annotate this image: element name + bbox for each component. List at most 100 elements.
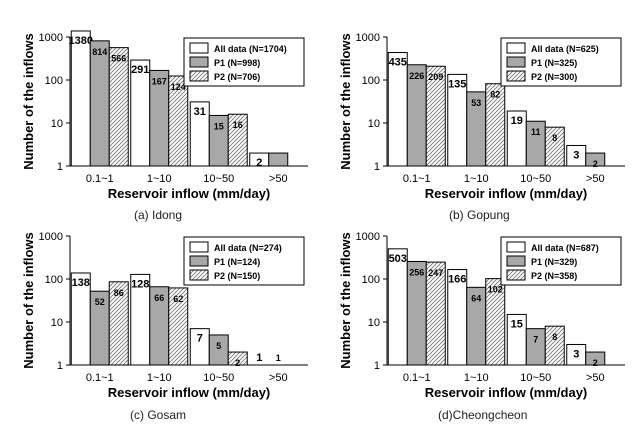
x-tick-label: 10~50 [203, 173, 234, 185]
data-label: 138 [72, 277, 90, 289]
y-tick-label: 1 [374, 161, 380, 173]
legend-label: P2 (N=300) [531, 72, 577, 82]
data-label: 247 [428, 268, 443, 278]
data-label: 31 [194, 106, 206, 118]
bar [425, 261, 446, 366]
legend-label: All data (N=625) [531, 44, 599, 54]
legend-swatch [506, 70, 526, 82]
legend-label: P1 (N=998) [214, 58, 260, 68]
y-tick-label: 10 [368, 118, 380, 130]
data-label: 8 [552, 332, 557, 342]
x-tick-label: 10~50 [203, 372, 234, 384]
legend-swatch [506, 56, 526, 68]
legend-swatch [189, 42, 209, 54]
data-label: 7 [533, 335, 538, 345]
caption-c: (c) Gosam [130, 408, 187, 422]
y-tick-label: 1 [374, 360, 380, 372]
data-label: 52 [95, 297, 105, 307]
bar [268, 152, 289, 167]
bar [485, 278, 506, 366]
x-tick-label: >50 [586, 372, 605, 384]
caption-d: (d)Cheongcheon [438, 408, 528, 422]
x-tick-label: 0.1~1 [86, 173, 114, 185]
bar [387, 52, 408, 167]
x-tick-label: 1~10 [147, 173, 172, 185]
y-tick-label: 10 [51, 317, 63, 329]
data-label: 1380 [69, 35, 93, 47]
legend-swatch [506, 255, 526, 267]
data-label: 814 [92, 47, 107, 57]
x-tick-label: 0.1~1 [403, 173, 431, 185]
bar [70, 30, 91, 167]
x-tick-label: 10~50 [520, 372, 551, 384]
bar [168, 287, 189, 366]
caption-a: (a) Idong [134, 208, 183, 222]
legend-swatch [189, 70, 209, 82]
legend-label: All data (N=1704) [214, 44, 287, 54]
data-label: 82 [490, 90, 500, 100]
y-axis-title: Number of the inflows [21, 33, 36, 170]
y-axis-title: Number of the inflows [21, 232, 36, 369]
x-tick-label: 0.1~1 [86, 372, 114, 384]
y-axis-title: Number of the inflows [338, 33, 353, 170]
legend-label: P1 (N=329) [531, 257, 577, 267]
y-tick-label: 100 [45, 274, 63, 286]
data-label: 8 [552, 133, 557, 143]
y-tick-label: 100 [362, 274, 380, 286]
y-tick-label: 10 [368, 317, 380, 329]
y-tick-label: 100 [362, 75, 380, 87]
data-label: 167 [152, 76, 167, 86]
bar [544, 325, 565, 366]
data-label: 15 [511, 318, 523, 330]
x-tick-label: 10~50 [520, 173, 551, 185]
x-tick-label: 1~10 [464, 372, 489, 384]
data-label: 256 [409, 267, 424, 277]
x-tick-label: 1~10 [464, 173, 489, 185]
data-label: 209 [428, 72, 443, 82]
legend-label: P2 (N=358) [531, 271, 577, 281]
bar [227, 351, 248, 366]
bar [585, 152, 606, 167]
legend-swatch [506, 241, 526, 253]
y-tick-label: 1 [57, 360, 63, 372]
data-label: 435 [389, 57, 407, 69]
data-label: 1 [276, 353, 281, 363]
bar [108, 47, 129, 167]
data-label: 128 [131, 278, 149, 290]
data-label: 291 [131, 64, 149, 76]
data-label: 166 [448, 274, 466, 286]
data-label: 15 [214, 121, 224, 131]
data-label: 566 [111, 54, 126, 64]
data-label: 5 [216, 341, 221, 351]
legend-swatch [189, 56, 209, 68]
data-label: 7 [197, 333, 203, 345]
bar [544, 126, 565, 167]
data-label: 2 [256, 157, 262, 169]
legend-swatch [506, 269, 526, 281]
bar [585, 351, 606, 366]
bar [387, 248, 408, 366]
legend-label: P1 (N=124) [214, 257, 260, 267]
legend-swatch [189, 241, 209, 253]
legend-swatch [189, 269, 209, 281]
data-label: 1 [256, 352, 262, 364]
x-axis-title: Reservoir inflow (mm/day) [425, 385, 588, 400]
x-tick-label: >50 [586, 173, 605, 185]
legend-label: All data (N=687) [531, 243, 599, 253]
data-label: 503 [389, 253, 407, 265]
legend-label: All data (N=274) [214, 243, 282, 253]
data-label: 226 [409, 71, 424, 81]
y-tick-label: 1000 [356, 231, 380, 243]
legend-label: P1 (N=325) [531, 58, 577, 68]
y-axis-title: Number of the inflows [338, 232, 353, 369]
y-tick-label: 100 [45, 75, 63, 87]
y-tick-label: 1 [57, 161, 63, 173]
x-axis-title: Reservoir inflow (mm/day) [425, 186, 588, 201]
y-tick-label: 1000 [356, 32, 380, 44]
legend-swatch [189, 255, 209, 267]
x-axis-title: Reservoir inflow (mm/day) [108, 186, 271, 201]
